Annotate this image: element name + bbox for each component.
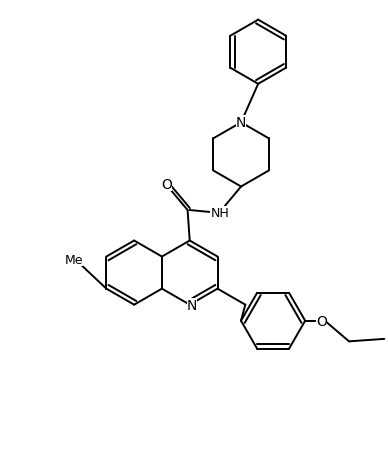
Text: N: N — [187, 298, 197, 312]
Text: O: O — [316, 314, 327, 328]
Text: NH: NH — [210, 206, 229, 219]
Text: O: O — [161, 178, 172, 192]
Text: N: N — [236, 116, 246, 130]
Text: Me: Me — [64, 254, 83, 267]
